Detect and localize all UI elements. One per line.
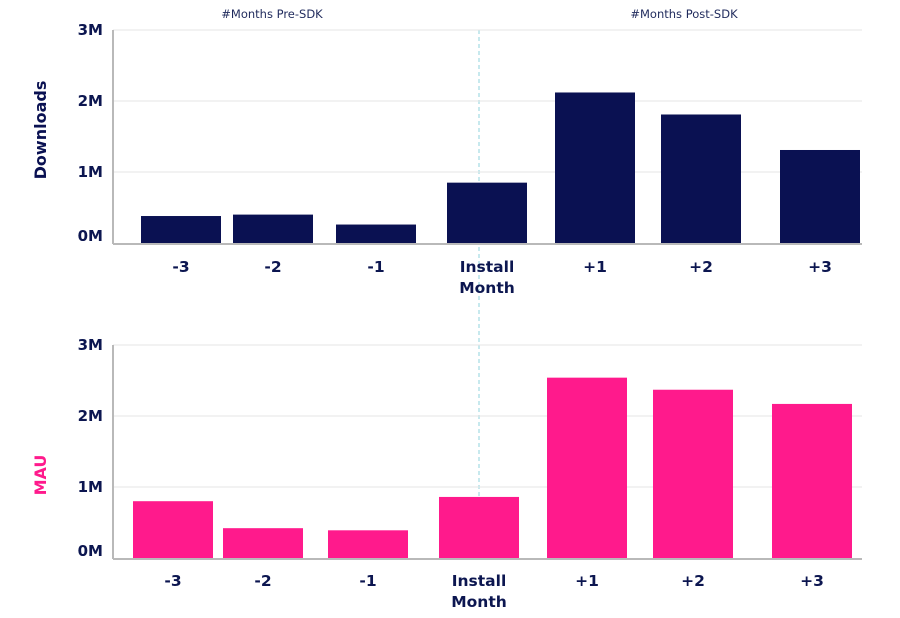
bar xyxy=(653,389,733,558)
bar xyxy=(547,377,627,558)
y-tick-label: 3M xyxy=(78,21,103,39)
y-axis-label: Downloads xyxy=(31,81,50,180)
x-tick-label: +2 xyxy=(681,572,705,590)
header-pre-sdk: #Months Pre-SDK xyxy=(221,7,323,21)
y-tick-label: 1M xyxy=(78,478,103,496)
downloads-chart: 0M 1M 2M 3M Downloads -3 -2 -1 Install Month +1 +2 +… xyxy=(31,21,862,297)
bar xyxy=(233,214,313,243)
mau-chart: 0M 1M 2M 3M MAU -3 -2 -1 Install Month +1 +2 +3 xyxy=(31,336,862,611)
bar xyxy=(328,530,408,558)
x-tick-label: Install Month xyxy=(459,258,515,297)
bar xyxy=(772,403,852,558)
bar xyxy=(439,496,519,558)
bar xyxy=(223,528,303,558)
x-tick-label: +3 xyxy=(808,258,832,276)
x-tick-label: -3 xyxy=(172,258,189,276)
bar xyxy=(336,224,416,243)
y-tick-label: 0M xyxy=(78,227,103,245)
x-tick-label: -3 xyxy=(164,572,181,590)
x-tick-label: -1 xyxy=(359,572,376,590)
bar xyxy=(447,182,527,243)
y-tick-label: 2M xyxy=(78,92,103,110)
bar xyxy=(555,92,635,243)
x-tick-label: +3 xyxy=(800,572,824,590)
bar xyxy=(141,216,221,243)
x-tick-label: -2 xyxy=(254,572,271,590)
x-tick-label: +1 xyxy=(583,258,607,276)
y-tick-label: 1M xyxy=(78,163,103,181)
x-tick-label: Install Month xyxy=(451,572,507,611)
x-tick-label: -2 xyxy=(264,258,281,276)
y-tick-label: 3M xyxy=(78,336,103,354)
bar xyxy=(133,501,213,558)
y-tick-label: 2M xyxy=(78,407,103,425)
bar xyxy=(780,149,860,243)
header-post-sdk: #Months Post-SDK xyxy=(630,7,738,21)
y-tick-label: 0M xyxy=(78,542,103,560)
x-tick-label: -1 xyxy=(367,258,384,276)
y-axis-label: MAU xyxy=(31,455,50,496)
bar xyxy=(661,114,741,244)
x-tick-label: +1 xyxy=(575,572,599,590)
x-tick-label: +2 xyxy=(689,258,713,276)
